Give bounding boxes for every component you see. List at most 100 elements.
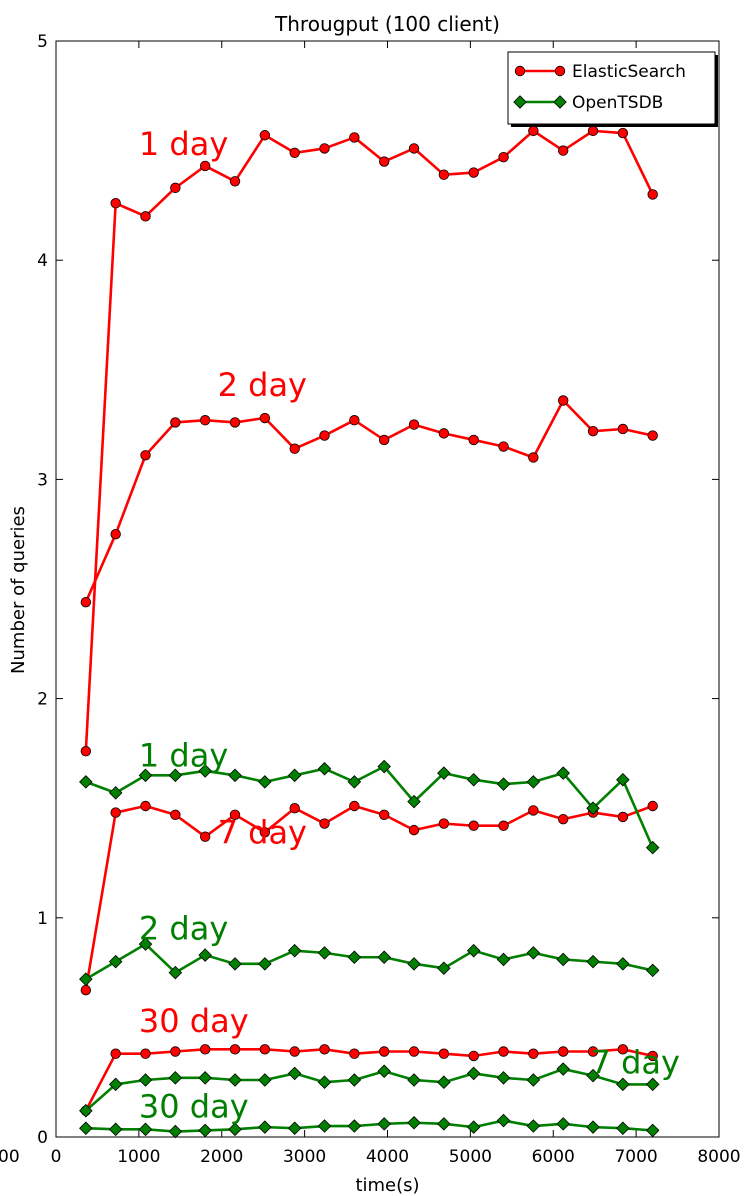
data-point	[437, 961, 451, 975]
series-annotation: 1 day	[139, 125, 228, 163]
data-point	[168, 1124, 183, 1139]
data-point	[378, 1046, 390, 1057]
y-tick-label: 5	[37, 32, 48, 52]
data-point	[645, 1123, 660, 1138]
data-point	[407, 957, 421, 971]
data-point	[170, 1046, 181, 1057]
series-annotation: 2 day	[218, 366, 307, 404]
axis-ticks: 0 1000 2000 3000 4000 5000 6000 7000 8000 0 1 2 3 4 5	[37, 32, 740, 1167]
legend-marker	[554, 65, 566, 77]
data-point	[408, 143, 420, 154]
data-point	[587, 1046, 599, 1057]
y-axis-label: Number of queries	[8, 506, 29, 674]
data-point	[557, 1046, 569, 1057]
data-point	[349, 1048, 360, 1059]
legend-marker	[514, 65, 526, 77]
legend: ElasticSearch OpenTSDB	[507, 51, 718, 127]
data-point	[408, 1046, 420, 1057]
data-point	[198, 1123, 212, 1138]
data-point	[647, 800, 658, 812]
data-point	[617, 127, 629, 139]
data-point	[528, 125, 539, 137]
data-point	[407, 794, 421, 809]
data-point	[259, 1044, 271, 1055]
data-point	[378, 156, 390, 167]
data-point	[617, 811, 629, 823]
data-point	[556, 1117, 570, 1131]
series-annotation: 30 day	[139, 1087, 249, 1125]
data-point	[140, 211, 151, 222]
data-point	[557, 813, 569, 825]
data-point	[647, 1050, 658, 1062]
series-annotation: 7 day	[218, 813, 307, 851]
x-tick-label: 0	[51, 1147, 62, 1167]
data-point	[496, 1113, 511, 1128]
data-point	[108, 954, 123, 969]
data-point	[377, 1064, 391, 1079]
data-point	[526, 1119, 541, 1133]
data-point	[289, 803, 300, 814]
legend-entry: ElasticSearch	[514, 62, 686, 82]
data-point	[199, 1044, 211, 1055]
y-tick-label: 0	[37, 1128, 48, 1148]
data-point	[229, 176, 241, 187]
data-point	[199, 831, 211, 842]
data-point	[289, 1046, 300, 1057]
data-point	[317, 1119, 332, 1133]
series-line	[84, 129, 654, 752]
data-point	[259, 412, 271, 424]
data-point	[140, 800, 151, 812]
data-point	[645, 963, 660, 978]
data-point	[229, 809, 241, 820]
data-point	[437, 1117, 451, 1131]
y-tick-label: 3	[37, 470, 48, 490]
annotation-layer: 1 day 2 day 7 day 30 day 1 day 2 day 7 day 30 d…	[139, 125, 680, 1125]
data-point	[228, 957, 242, 971]
data-point	[258, 957, 272, 971]
legend-items: ElasticSearch OpenTSDB	[513, 62, 686, 113]
data-point	[347, 1119, 362, 1133]
y-tick-label: 4	[37, 251, 48, 271]
data-point	[645, 1077, 660, 1092]
legend-marker	[553, 95, 567, 109]
data-point	[378, 809, 390, 820]
data-point	[79, 1103, 93, 1118]
data-point	[466, 943, 481, 958]
data-point	[616, 1077, 630, 1092]
data-point	[228, 1122, 242, 1137]
data-point	[616, 772, 630, 787]
data-point	[408, 824, 420, 836]
data-point	[349, 415, 360, 426]
series-opentsdb-5	[79, 937, 660, 986]
data-point	[616, 1121, 630, 1135]
data-point	[347, 775, 362, 789]
data-point	[468, 1050, 479, 1062]
legend-marker	[513, 95, 527, 109]
data-point	[108, 1077, 123, 1092]
data-point	[80, 596, 92, 608]
data-point	[556, 1062, 570, 1076]
data-point	[468, 434, 479, 446]
data-point	[229, 417, 241, 428]
data-point	[438, 169, 450, 180]
x-tick-label: 4000	[366, 1147, 409, 1167]
data-point	[647, 430, 658, 441]
data-point	[586, 954, 600, 969]
data-point	[258, 1120, 272, 1134]
data-point	[229, 1044, 241, 1055]
data-point	[377, 1117, 391, 1131]
data-point	[198, 1071, 212, 1085]
data-point	[647, 189, 658, 200]
data-point	[168, 768, 183, 783]
series-annotation: 7 day	[591, 1043, 680, 1081]
data-point	[319, 818, 330, 829]
data-point	[80, 746, 92, 757]
data-point	[349, 132, 360, 143]
data-point	[140, 450, 151, 461]
data-point	[556, 952, 570, 967]
x-tick-label: 1000	[117, 1147, 160, 1167]
data-point	[498, 151, 509, 163]
data-point	[170, 809, 181, 820]
series-layer	[79, 125, 660, 1139]
